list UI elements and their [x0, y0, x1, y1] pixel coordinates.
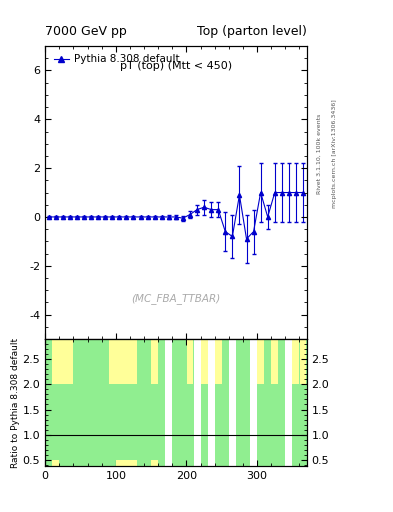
- Legend: Pythia 8.308 default: Pythia 8.308 default: [50, 51, 183, 68]
- Bar: [52, 339, 59, 385]
- Bar: [299, 339, 307, 385]
- Text: Top (parton level): Top (parton level): [196, 26, 307, 38]
- Text: 7000 GeV pp: 7000 GeV pp: [45, 26, 127, 38]
- Bar: [59, 339, 66, 385]
- Text: mcplots.cern.ch [arXiv:1306.3436]: mcplots.cern.ch [arXiv:1306.3436]: [332, 99, 337, 208]
- Bar: [116, 339, 123, 385]
- Bar: [109, 339, 116, 385]
- Bar: [151, 460, 158, 466]
- Bar: [116, 460, 123, 466]
- Text: pT (top) (Mtt < 450): pT (top) (Mtt < 450): [120, 61, 232, 71]
- Bar: [52, 460, 59, 466]
- Bar: [130, 460, 137, 466]
- Bar: [292, 339, 299, 385]
- Bar: [130, 339, 137, 385]
- Bar: [123, 339, 130, 385]
- Bar: [271, 339, 278, 385]
- Bar: [66, 339, 73, 385]
- Bar: [194, 339, 200, 466]
- Text: (MC_FBA_TTBAR): (MC_FBA_TTBAR): [131, 293, 220, 304]
- Bar: [257, 339, 264, 385]
- Bar: [151, 339, 158, 385]
- Bar: [165, 339, 172, 466]
- Bar: [208, 339, 215, 466]
- Bar: [250, 339, 257, 466]
- Bar: [123, 460, 130, 466]
- Bar: [229, 339, 236, 466]
- Text: Rivet 3.1.10, 100k events: Rivet 3.1.10, 100k events: [316, 114, 321, 194]
- Bar: [215, 339, 222, 385]
- Y-axis label: Ratio to Pythia 8.308 default: Ratio to Pythia 8.308 default: [11, 337, 20, 467]
- Bar: [187, 339, 193, 385]
- Bar: [201, 339, 208, 385]
- Bar: [285, 339, 292, 466]
